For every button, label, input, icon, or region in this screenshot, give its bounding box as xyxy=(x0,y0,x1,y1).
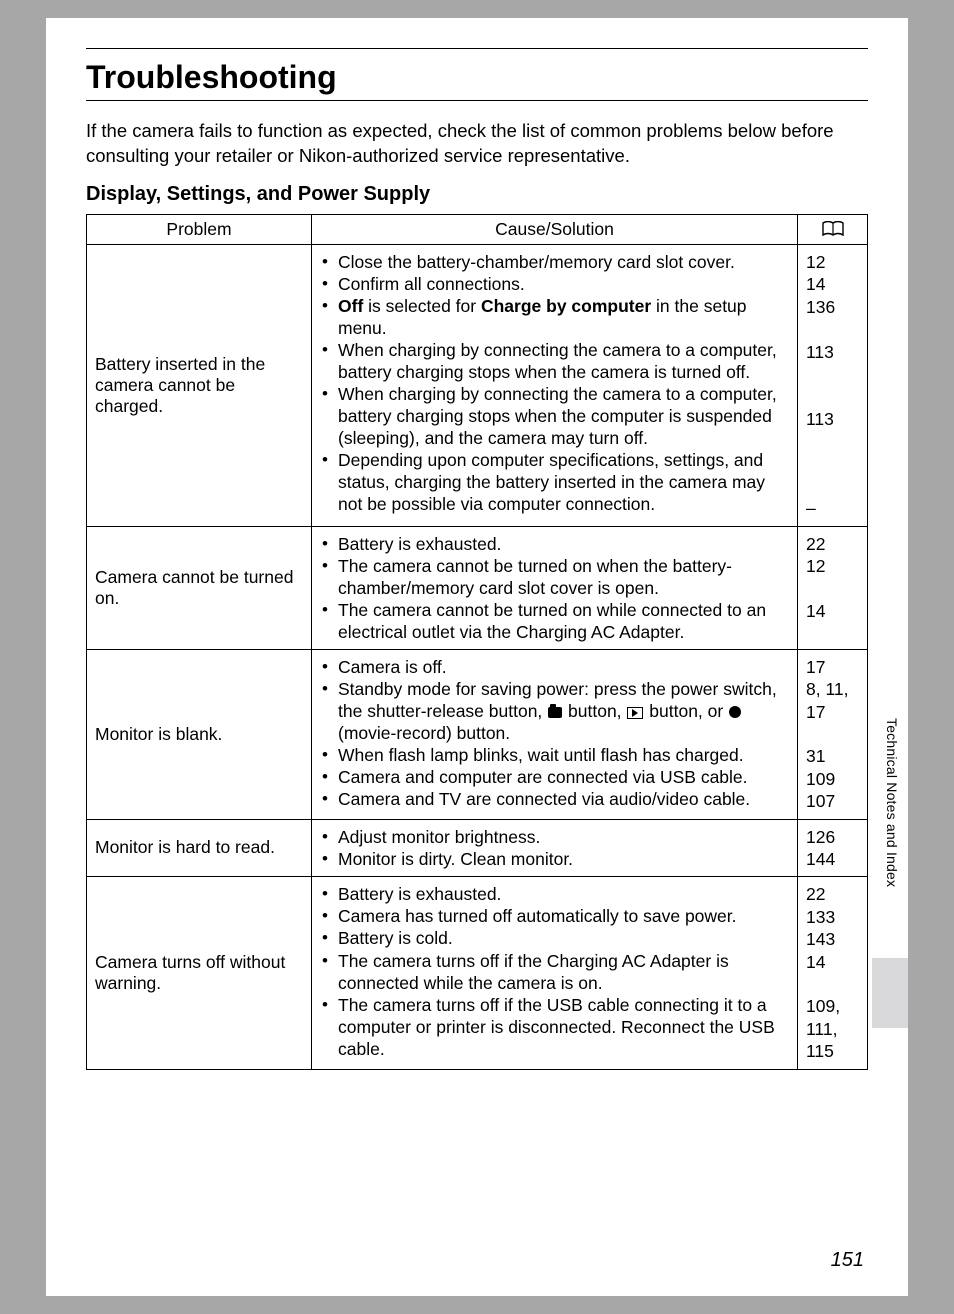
solution-list: Battery is exhausted.The camera cannot b… xyxy=(320,533,791,643)
reference-cell: 22 12 14 xyxy=(798,526,868,649)
solution-item: Confirm all connections. xyxy=(334,273,791,295)
solution-item: Camera and computer are connected via US… xyxy=(334,766,791,788)
solution-cell: Camera is off.Standby mode for saving po… xyxy=(312,649,798,819)
col-header-solution: Cause/Solution xyxy=(312,214,798,244)
movie-record-icon xyxy=(729,706,741,718)
solution-list: Adjust monitor brightness.Monitor is dir… xyxy=(320,826,791,870)
solution-item: The camera turns off if the Charging AC … xyxy=(334,950,791,994)
top-rule xyxy=(86,48,868,49)
problem-cell: Camera turns off without warning. xyxy=(87,877,312,1069)
table-row: Monitor is blank.Camera is off.Standby m… xyxy=(87,649,868,819)
solution-cell: Adjust monitor brightness.Monitor is dir… xyxy=(312,819,798,877)
title-underline-rule xyxy=(86,100,868,101)
solution-item: The camera cannot be turned on while con… xyxy=(334,599,791,643)
solution-item: Camera has turned off automatically to s… xyxy=(334,905,791,927)
reference-cell: 12 14 136 113 113 – xyxy=(798,244,868,526)
table-row: Monitor is hard to read.Adjust monitor b… xyxy=(87,819,868,877)
book-icon xyxy=(821,221,845,237)
table-row: Camera turns off without warning.Battery… xyxy=(87,877,868,1069)
side-section-label: Technical Notes and Index xyxy=(884,718,900,887)
table-header-row: Problem Cause/Solution xyxy=(87,214,868,244)
solution-item: Monitor is dirty. Clean monitor. xyxy=(334,848,791,870)
problem-cell: Camera cannot be turned on. xyxy=(87,526,312,649)
solution-item: Adjust monitor brightness. xyxy=(334,826,791,848)
col-header-problem: Problem xyxy=(87,214,312,244)
solution-list: Battery is exhausted.Camera has turned o… xyxy=(320,883,791,1059)
problem-cell: Monitor is blank. xyxy=(87,649,312,819)
document-page: Troubleshooting If the camera fails to f… xyxy=(46,18,908,1296)
page-number: 151 xyxy=(831,1249,864,1272)
reference-cell: 22 133 143 14 109, 111, 115 xyxy=(798,877,868,1069)
solution-item: Depending upon computer specifications, … xyxy=(334,449,791,515)
section-heading: Display, Settings, and Power Supply xyxy=(86,183,868,206)
reference-cell: 126 144 xyxy=(798,819,868,877)
table-row: Camera cannot be turned on.Battery is ex… xyxy=(87,526,868,649)
col-header-reference xyxy=(798,214,868,244)
solution-item: The camera cannot be turned on when the … xyxy=(334,555,791,599)
solution-item: When flash lamp blinks, wait until flash… xyxy=(334,744,791,766)
reference-cell: 17 8, 11, 17 31 109 107 xyxy=(798,649,868,819)
problem-cell: Battery inserted in the camera cannot be… xyxy=(87,244,312,526)
solution-item: When charging by connecting the camera t… xyxy=(334,339,791,383)
page-title: Troubleshooting xyxy=(86,59,868,96)
table-body: Battery inserted in the camera cannot be… xyxy=(87,244,868,1069)
problem-cell: Monitor is hard to read. xyxy=(87,819,312,877)
solution-item: Battery is exhausted. xyxy=(334,883,791,905)
solution-list: Close the battery-chamber/memory card sl… xyxy=(320,251,791,516)
troubleshooting-table: Problem Cause/Solution Battery inserted … xyxy=(86,214,868,1070)
solution-item: When charging by connecting the camera t… xyxy=(334,383,791,449)
solution-cell: Battery is exhausted.The camera cannot b… xyxy=(312,526,798,649)
solution-item: Standby mode for saving power: press the… xyxy=(334,678,791,744)
side-thumb-tab xyxy=(872,958,908,1028)
solution-item: Camera and TV are connected via audio/vi… xyxy=(334,788,791,810)
solution-cell: Close the battery-chamber/memory card sl… xyxy=(312,244,798,526)
solution-list: Camera is off.Standby mode for saving po… xyxy=(320,656,791,810)
table-row: Battery inserted in the camera cannot be… xyxy=(87,244,868,526)
solution-item: Camera is off. xyxy=(334,656,791,678)
solution-item: Battery is exhausted. xyxy=(334,533,791,555)
solution-item: The camera turns off if the USB cable co… xyxy=(334,994,791,1060)
solution-item: Off is selected for Charge by computer i… xyxy=(334,295,791,339)
camera-icon xyxy=(548,707,562,718)
intro-paragraph: If the camera fails to function as expec… xyxy=(86,119,868,169)
solution-cell: Battery is exhausted.Camera has turned o… xyxy=(312,877,798,1069)
solution-item: Battery is cold. xyxy=(334,927,791,949)
solution-item: Close the battery-chamber/memory card sl… xyxy=(334,251,791,273)
playback-icon xyxy=(627,707,643,719)
